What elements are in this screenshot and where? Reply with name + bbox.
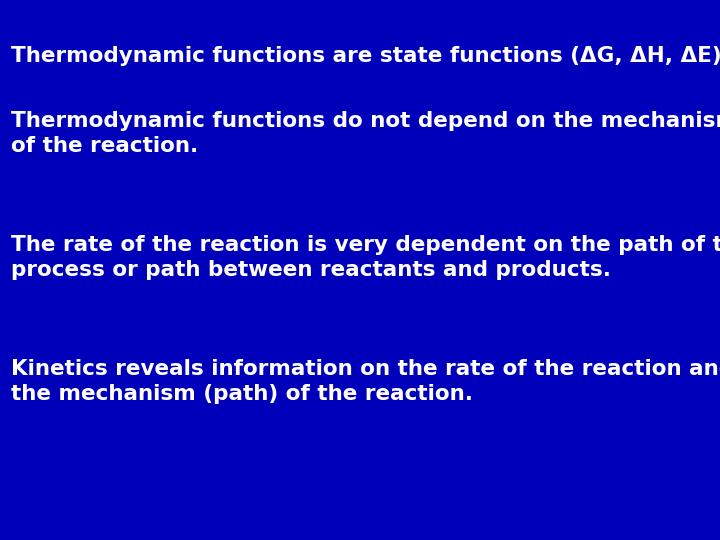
Text: Thermodynamic functions are state functions (ΔG, ΔH, ΔE): Thermodynamic functions are state functi… xyxy=(11,46,720,66)
Text: Thermodynamic functions do not depend on the mechanism
of the reaction.: Thermodynamic functions do not depend on… xyxy=(11,111,720,156)
Text: Kinetics reveals information on the rate of the reaction and
the mechanism (path: Kinetics reveals information on the rate… xyxy=(11,359,720,404)
Text: The rate of the reaction is very dependent on the path of the
process or path be: The rate of the reaction is very depende… xyxy=(11,235,720,280)
